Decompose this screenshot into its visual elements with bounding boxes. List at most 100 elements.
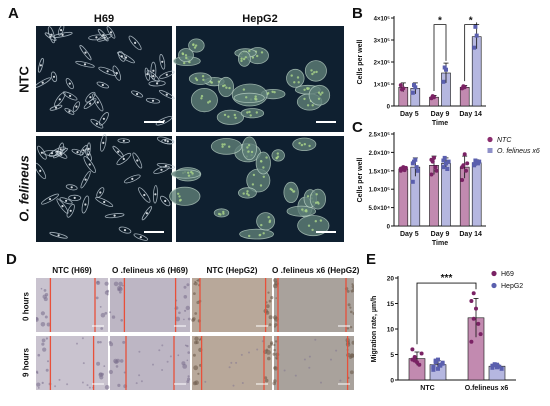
cell-speck <box>273 325 276 328</box>
cell-speck <box>349 326 353 329</box>
cell-granule <box>248 49 251 53</box>
migrated-cell <box>161 369 164 371</box>
y-tick-label: 1×10⁵ <box>374 83 391 89</box>
chart-b: 0 1×10⁵ 2×10⁵ 3×10⁵ 4×10⁵ Cells per well Day 5… <box>357 16 486 127</box>
cell-speck <box>97 340 100 344</box>
cell-nucleus <box>87 147 90 150</box>
cell-nucleus <box>68 82 71 85</box>
cell-granule <box>310 69 313 72</box>
y-axis-label: Cells per well <box>357 40 364 85</box>
data-point <box>419 351 424 356</box>
migrated-cell <box>339 379 342 382</box>
y-tick-label: 15 <box>387 301 395 308</box>
cell-cluster <box>286 68 305 88</box>
cell-speck <box>44 315 48 319</box>
migrated-cell <box>294 374 297 377</box>
data-point <box>490 365 495 370</box>
cell-speck <box>186 359 189 362</box>
cell-nucleus <box>40 151 43 154</box>
cell-outline <box>98 66 117 76</box>
cell-granule <box>313 71 316 74</box>
cell-cluster <box>169 186 201 206</box>
migrated-cell <box>76 342 78 345</box>
data-point <box>432 95 436 100</box>
cell-speck <box>123 371 126 374</box>
data-point <box>471 316 476 321</box>
migrated-cell <box>66 383 69 386</box>
cell-outline <box>49 232 68 239</box>
y-tick-label: 0 <box>387 105 391 111</box>
migrated-cell <box>241 382 244 384</box>
data-point <box>442 65 447 70</box>
migrated-cell <box>261 340 264 343</box>
cell-granule <box>259 184 263 187</box>
cell-granule <box>293 81 296 84</box>
cell-granule <box>314 220 317 223</box>
bar <box>398 168 409 227</box>
cell-granule <box>225 86 228 89</box>
cell-cluster <box>216 109 244 125</box>
cell-cluster <box>286 205 316 217</box>
y-tick-label: 4×10⁵ <box>374 17 391 23</box>
cell-speck <box>98 372 102 376</box>
legend-marker <box>491 270 497 277</box>
cell-granule <box>194 44 198 47</box>
cell-speck <box>265 304 270 309</box>
cell-nucleus <box>65 199 68 202</box>
cell-nucleus <box>48 198 52 201</box>
wound-image <box>36 336 108 390</box>
cell-nucleus <box>68 110 71 113</box>
cell-granule <box>181 52 185 56</box>
bar <box>471 162 482 227</box>
cell-nucleus <box>87 153 90 156</box>
cell-outline <box>155 116 173 126</box>
data-point <box>412 358 417 363</box>
cell-granule <box>192 43 195 47</box>
cell-nucleus <box>101 83 104 87</box>
cell-granule <box>306 195 310 198</box>
cell-granule <box>265 156 268 159</box>
cell-nucleus <box>102 141 105 144</box>
cell-nucleus <box>82 149 85 152</box>
migrated-cell <box>152 363 154 366</box>
cell-outline <box>72 101 80 112</box>
cell-speck <box>120 319 123 322</box>
y-tick-label: 10 <box>387 327 395 334</box>
cell-speck <box>117 285 122 291</box>
cell-granule <box>271 90 274 94</box>
wound-image <box>274 278 354 332</box>
cell-granule <box>255 111 258 114</box>
x-tick-label: Day 9 <box>431 231 450 238</box>
cell-granule <box>305 209 308 212</box>
wound-image <box>192 278 272 332</box>
migrated-cell <box>228 366 231 369</box>
data-point <box>464 168 468 173</box>
cell-granule <box>246 111 249 114</box>
cell-outline <box>97 28 109 42</box>
cell-cluster <box>304 60 327 82</box>
cell-nucleus <box>57 234 60 237</box>
y-tick-label: 0 <box>387 225 391 231</box>
cell-granule <box>242 57 246 61</box>
panel-a-row-ntc: NTC <box>12 28 36 133</box>
cell-outline <box>159 70 175 79</box>
data-point <box>473 158 478 163</box>
migrated-cell <box>283 369 286 372</box>
data-point <box>460 178 465 182</box>
migrated-cell <box>240 353 243 356</box>
cell-nucleus <box>39 169 42 172</box>
data-point <box>472 45 477 50</box>
cell-granule <box>300 143 304 147</box>
cell-speck <box>268 315 273 320</box>
cell-granule <box>308 144 311 148</box>
panel-d-col-label-2: O .felineus x6 (H69) <box>112 266 188 275</box>
cell-speck <box>183 295 188 299</box>
cell-speck <box>40 322 46 327</box>
cell-speck <box>264 376 268 380</box>
migrated-cell <box>54 385 57 388</box>
cell-nucleus <box>60 29 63 32</box>
cell-granule <box>178 195 181 198</box>
cell-granule <box>227 115 230 118</box>
wound-image <box>110 278 190 332</box>
cell-granule <box>200 94 204 98</box>
